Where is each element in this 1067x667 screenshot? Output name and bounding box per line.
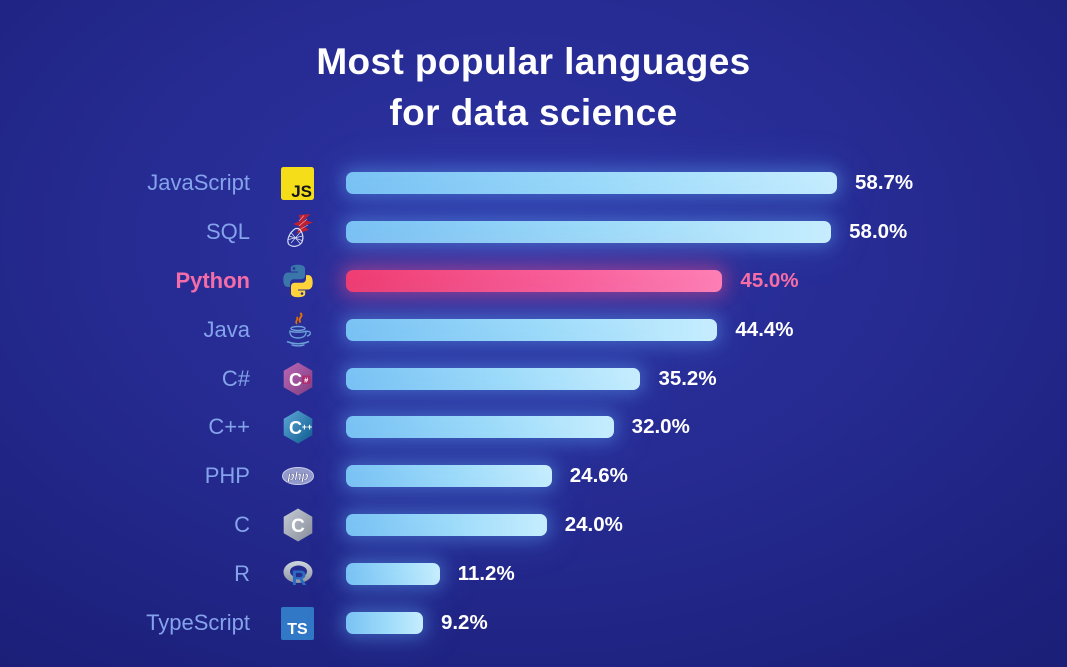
typescript-icon: TS <box>279 604 317 642</box>
row-bar <box>346 221 832 244</box>
chart-row: R R 11.2% <box>0 549 1067 598</box>
bar-chart: JavaScript JS 58.7% SQL 58.0% Python <box>0 159 1067 647</box>
row-value: 24.6% <box>569 464 628 488</box>
cpp-icon: C ++ <box>279 408 317 446</box>
python-icon <box>279 262 317 300</box>
row-bar <box>346 367 641 390</box>
row-bar <box>346 318 718 341</box>
row-bar <box>346 269 723 292</box>
row-label: TypeScript <box>146 609 250 635</box>
svg-text:TS: TS <box>287 621 308 638</box>
row-bar <box>346 416 614 439</box>
row-value: 35.2% <box>658 366 717 390</box>
row-label: C++ <box>208 414 250 440</box>
sql-server-icon <box>279 213 317 251</box>
chart-row: Python 45.0% <box>0 257 1067 306</box>
svg-text:C: C <box>289 418 302 438</box>
row-value: 58.0% <box>849 220 908 244</box>
java-icon <box>279 311 317 349</box>
chart-row: PHP php 24.6% <box>0 452 1067 501</box>
row-value: 24.0% <box>564 512 623 536</box>
chart-title-line-1: Most popular languages <box>316 41 751 82</box>
svg-text:R: R <box>292 567 307 590</box>
php-icon: php <box>279 457 317 495</box>
svg-text:C: C <box>291 516 305 537</box>
row-label: Python <box>175 267 250 293</box>
row-label: C# <box>221 365 250 391</box>
chart-title-line-2: for data science <box>389 92 678 134</box>
row-bar <box>346 513 547 536</box>
svg-text:JS: JS <box>291 182 312 201</box>
chart-row: TypeScript TS 9.2% <box>0 598 1067 647</box>
row-icon: php <box>250 457 346 495</box>
row-icon: TS <box>250 604 346 642</box>
row-value: 44.4% <box>735 317 794 341</box>
svg-text:C: C <box>289 370 302 390</box>
chart-row: C# C # 35.2% <box>0 354 1067 403</box>
chart-row: JavaScript JS 58.7% <box>0 159 1067 208</box>
csharp-icon: C # <box>279 360 317 398</box>
row-icon <box>250 213 346 251</box>
row-value: 45.0% <box>740 268 799 292</box>
row-value: 58.7% <box>855 171 914 195</box>
chart-row: SQL 58.0% <box>0 208 1067 257</box>
row-bar <box>346 465 552 488</box>
row-value: 11.2% <box>457 561 515 585</box>
row-label: JavaScript <box>147 170 250 196</box>
row-label: PHP <box>204 463 250 489</box>
row-icon: C <box>250 506 346 544</box>
row-value: 9.2% <box>440 610 488 634</box>
row-icon: JS <box>250 164 346 202</box>
chart-title: Most popular languages for data science <box>0 36 1067 138</box>
row-bar <box>346 611 423 634</box>
row-label: R <box>234 560 250 586</box>
row-icon <box>250 262 346 300</box>
chart-row: Java 44.4% <box>0 305 1067 354</box>
row-icon <box>250 311 346 349</box>
chart-row: C C 24.0% <box>0 501 1067 550</box>
svg-text:php: php <box>286 471 308 483</box>
svg-text:++: ++ <box>302 422 313 432</box>
row-icon: C ++ <box>250 408 346 446</box>
row-label: Java <box>203 316 250 342</box>
row-value: 32.0% <box>631 415 690 439</box>
javascript-icon: JS <box>279 164 317 202</box>
r-icon: R <box>279 555 317 593</box>
chart-row: C++ C ++ 32.0% <box>0 403 1067 452</box>
row-icon: C # <box>250 360 346 398</box>
row-label: SQL <box>205 219 250 245</box>
row-bar <box>346 562 440 585</box>
c-icon: C <box>279 506 317 544</box>
row-label: C <box>234 511 250 537</box>
svg-text:#: # <box>304 375 309 384</box>
row-icon: R <box>250 555 346 593</box>
row-bar <box>346 172 838 195</box>
